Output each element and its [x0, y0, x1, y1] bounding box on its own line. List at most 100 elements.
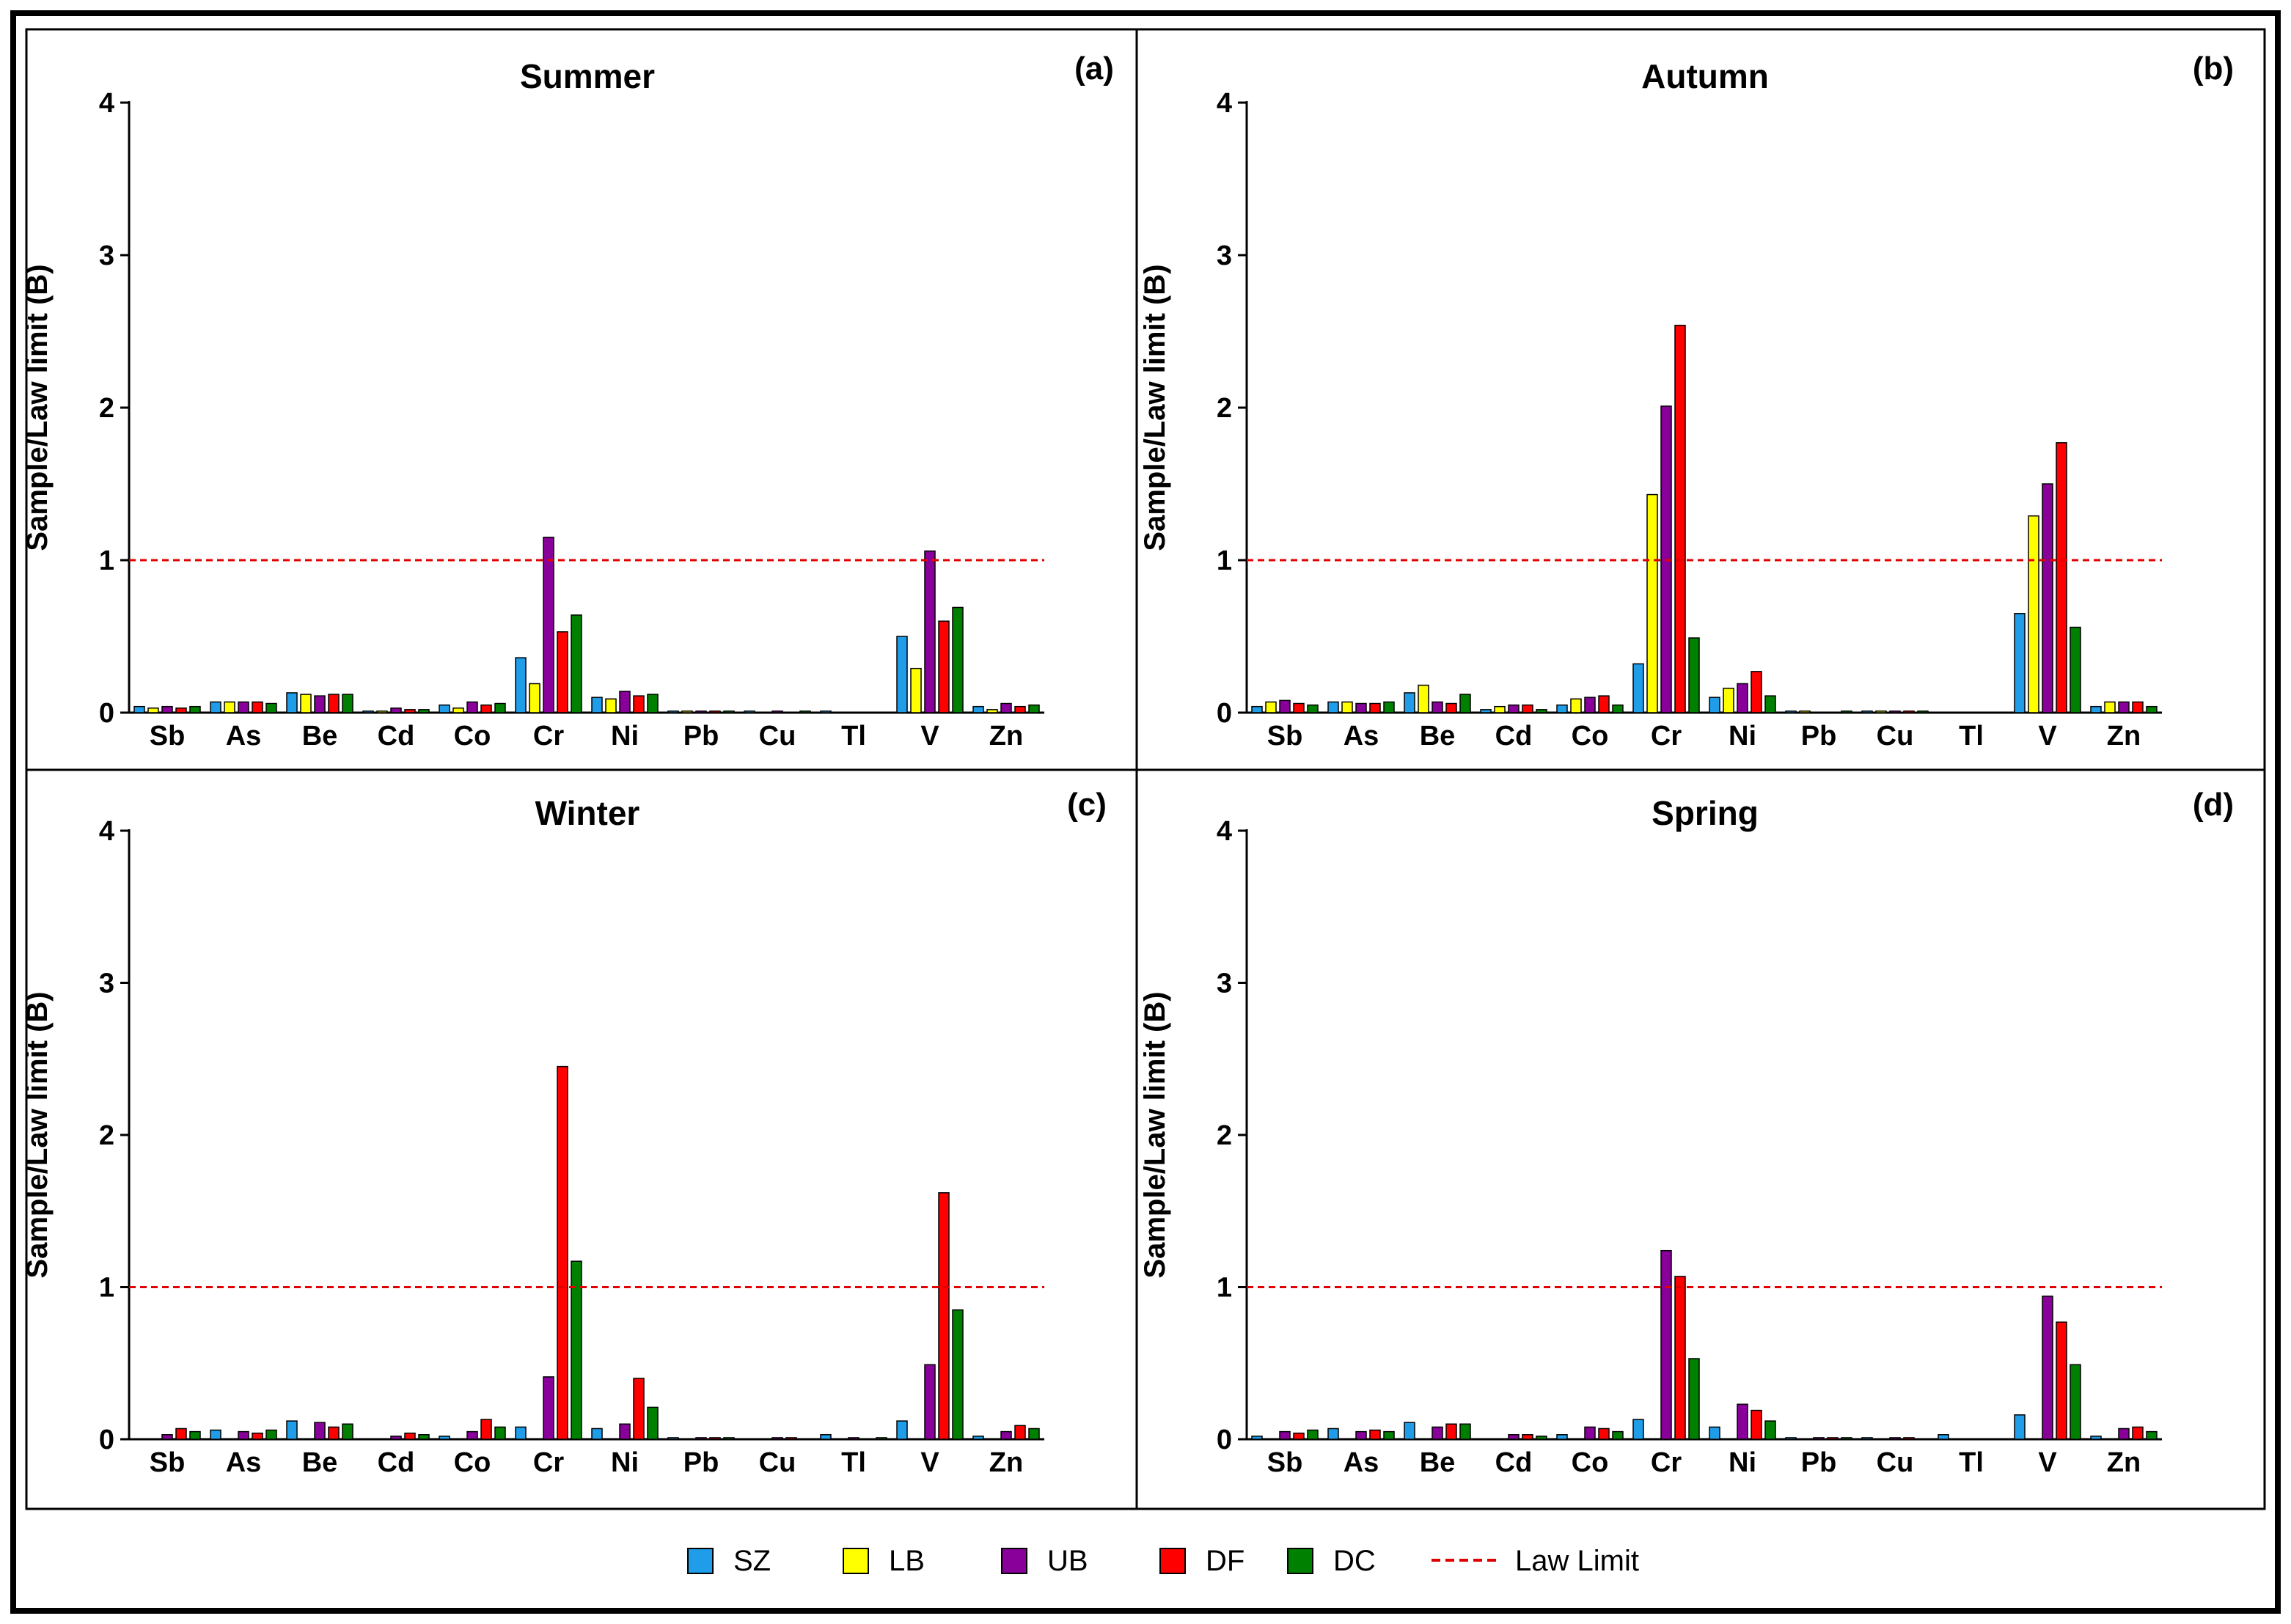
bar-ni-sz	[591, 697, 603, 713]
x-tick-label: Cu	[1877, 721, 1914, 752]
bar-cr-dc	[1688, 637, 1700, 713]
legend-swatch-dc	[1287, 1548, 1313, 1574]
bar-be-dc	[1459, 694, 1471, 713]
bar-ni-ub	[1737, 1403, 1748, 1440]
y-tick-label: 0	[99, 698, 114, 729]
legend: SZ LB UB DF DC Law Limit	[687, 1545, 1639, 1577]
x-tick-label: Pb	[1801, 721, 1837, 752]
bar-zn-dc	[1028, 1428, 1040, 1440]
bar-cd-df	[404, 709, 416, 713]
bar-cd-ub	[1508, 704, 1520, 713]
bar-v-sz	[2014, 613, 2026, 713]
bar-ni-ub	[1737, 683, 1748, 713]
bar-as-ub	[238, 1430, 249, 1440]
bar-cu-dc	[1917, 710, 1929, 713]
bar-v-dc	[952, 606, 964, 713]
bar-sb-ub	[161, 1434, 173, 1440]
x-tick-label: V	[2038, 721, 2057, 752]
y-tick-label: 1	[99, 1273, 114, 1304]
x-tick-label: Pb	[683, 1447, 719, 1478]
bar-sb-df	[175, 708, 187, 713]
bar-ni-ub	[619, 691, 631, 713]
bar-co-dc	[1612, 1430, 1624, 1440]
y-tick-label: 4	[99, 88, 114, 119]
bar-be-dc	[1459, 1423, 1471, 1440]
x-tick-label: Tl	[1959, 1447, 1984, 1478]
bar-cd-df	[1522, 704, 1533, 713]
bar-be-df	[328, 1426, 340, 1440]
bar-zn-dc	[1028, 704, 1040, 713]
x-tick-label: Co	[454, 1447, 491, 1478]
x-tick-label: Zn	[2107, 1447, 2141, 1478]
bar-as-sz	[1327, 1428, 1339, 1440]
bar-pb-dc	[723, 1437, 735, 1440]
bar-sb-sz	[133, 705, 145, 713]
bar-cd-ub	[1508, 1434, 1520, 1440]
bar-as-df	[252, 701, 263, 713]
y-tick-label: 3	[1217, 240, 1232, 271]
panel-autumn: Autumn (b) Sample/Law limit (B) 0 1 2 3 4 Sb As Be…	[1139, 51, 2234, 752]
panel-label: (b)	[2193, 51, 2234, 87]
bar-v-sz	[896, 636, 908, 713]
bar-ni-dc	[647, 1406, 659, 1440]
bar-zn-df	[2132, 701, 2144, 713]
bar-cr-sz	[515, 1426, 527, 1440]
bar-zn-ub	[1000, 1430, 1012, 1440]
bar-co-df	[1598, 695, 1610, 713]
x-tick-label: As	[1344, 1447, 1379, 1478]
bar-v-lb	[2028, 515, 2039, 713]
bar-zn-sz	[2090, 1436, 2102, 1440]
bar-co-sz	[1556, 1434, 1568, 1440]
bar-zn-ub	[2118, 1428, 2130, 1440]
bar-pb-dc	[1841, 1437, 1852, 1440]
y-tick-label: 0	[1217, 1425, 1232, 1455]
bar-be-sz	[1404, 692, 1415, 713]
bar-co-df	[1598, 1428, 1610, 1440]
bar-as-dc	[265, 702, 277, 713]
x-tick-label: As	[226, 721, 262, 752]
bar-be-sz	[1404, 1422, 1415, 1440]
x-tick-label: Ni	[611, 1447, 639, 1478]
bar-cr-ub	[543, 1376, 554, 1440]
legend-label-law-limit: Law Limit	[1515, 1545, 1639, 1577]
bar-as-dc	[1383, 1430, 1395, 1440]
bar-cr-sz	[1632, 1419, 1644, 1440]
bar-ni-dc	[1764, 1420, 1776, 1440]
bar-co-df	[480, 704, 492, 713]
bar-cd-df	[404, 1432, 416, 1440]
bar-be-dc	[342, 694, 353, 713]
x-tick-label: Cd	[1495, 721, 1533, 752]
panel-label: (a)	[1074, 51, 1114, 87]
bar-cd-ub	[390, 708, 402, 713]
bar-zn-ub	[1000, 702, 1012, 713]
x-tick-label: Cr	[533, 721, 564, 752]
x-tick-label: As	[1344, 721, 1379, 752]
bar-cr-ub	[543, 537, 554, 713]
bar-ni-df	[633, 695, 645, 713]
bar-cu-df	[1903, 710, 1915, 713]
bar-sb-ub	[1279, 699, 1291, 713]
legend-label-ub: UB	[1047, 1545, 1088, 1577]
x-tick-label: Zn	[989, 721, 1023, 752]
bar-co-dc	[494, 1426, 506, 1440]
legend-label-sz: SZ	[733, 1545, 771, 1577]
x-tick-label: Cd	[378, 721, 415, 752]
bar-v-df	[938, 620, 950, 713]
x-tick-label: Sb	[1267, 1447, 1303, 1478]
bar-cr-lb	[529, 683, 540, 713]
bar-pb-df	[709, 1437, 721, 1440]
y-tick-label: 2	[1217, 1120, 1232, 1151]
bar-sb-df	[1293, 1432, 1305, 1440]
bar-v-sz	[2014, 1414, 2026, 1440]
bar-cu-df	[1903, 1437, 1915, 1440]
x-tick-label: Tl	[841, 721, 866, 752]
panel-spring: Spring (d) Sample/Law limit (B) 0 1 2 3 4 Sb As Be…	[1139, 787, 2234, 1478]
bar-ni-df	[1751, 671, 1762, 713]
bar-cd-df	[1522, 1434, 1533, 1440]
bar-zn-sz	[972, 705, 984, 713]
bar-as-lb	[1341, 701, 1353, 713]
bar-pb-sz	[1785, 1437, 1797, 1440]
x-tick-label: Be	[1420, 1447, 1456, 1478]
bar-sb-dc	[189, 1430, 201, 1440]
x-tick-label: Pb	[1801, 1447, 1837, 1478]
